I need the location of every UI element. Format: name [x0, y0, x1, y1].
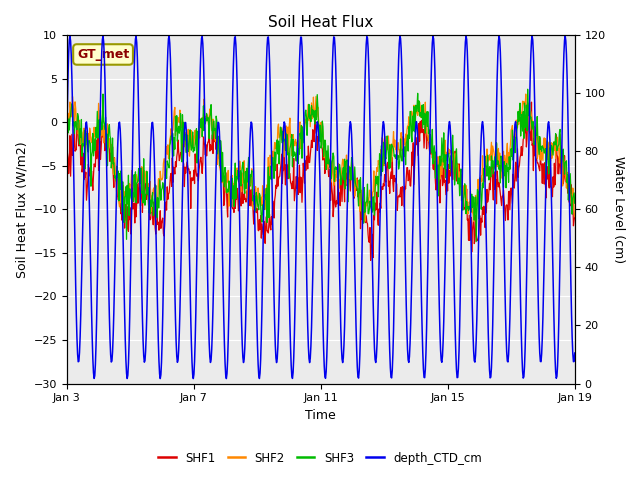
SHF3 — [571, 200, 579, 206]
depth_CTD_cm — [561, 33, 569, 39]
Y-axis label: Water Level (cm): Water Level (cm) — [612, 156, 625, 263]
SHF3 — [472, 239, 480, 244]
depth_CTD_cm — [189, 376, 197, 382]
SHF1 — [358, 202, 365, 208]
SHF2 — [501, 153, 509, 158]
SHF2 — [387, 142, 395, 147]
SHF3 — [524, 86, 531, 92]
Legend: SHF1, SHF2, SHF3, depth_CTD_cm: SHF1, SHF2, SHF3, depth_CTD_cm — [154, 447, 486, 469]
Y-axis label: Soil Heat Flux (W/m2): Soil Heat Flux (W/m2) — [15, 141, 28, 278]
SHF2 — [361, 218, 369, 224]
Text: GT_met: GT_met — [77, 48, 129, 61]
SHF2 — [372, 183, 380, 189]
depth_CTD_cm — [449, 207, 456, 213]
SHF1 — [387, 169, 395, 175]
SHF1 — [367, 258, 374, 264]
X-axis label: Time: Time — [305, 409, 336, 422]
SHF1 — [527, 99, 535, 105]
SHF3 — [358, 205, 365, 211]
Line: SHF3: SHF3 — [67, 89, 575, 241]
depth_CTD_cm — [372, 360, 380, 365]
SHF3 — [371, 188, 379, 194]
SHF2 — [358, 194, 365, 200]
SHF3 — [387, 165, 394, 171]
SHF3 — [448, 144, 456, 150]
SHF2 — [94, 124, 102, 130]
depth_CTD_cm — [358, 227, 366, 232]
depth_CTD_cm — [571, 350, 579, 356]
SHF2 — [63, 118, 70, 123]
SHF1 — [94, 133, 102, 139]
depth_CTD_cm — [501, 277, 509, 283]
Title: Soil Heat Flux: Soil Heat Flux — [268, 15, 373, 30]
SHF2 — [571, 214, 579, 219]
SHF3 — [63, 134, 70, 140]
SHF1 — [501, 209, 509, 215]
Line: SHF1: SHF1 — [67, 102, 575, 261]
SHF1 — [571, 214, 579, 220]
SHF3 — [501, 173, 509, 179]
SHF1 — [63, 175, 70, 181]
depth_CTD_cm — [387, 374, 395, 380]
SHF3 — [94, 135, 102, 141]
SHF2 — [522, 91, 529, 97]
Line: depth_CTD_cm: depth_CTD_cm — [67, 36, 575, 379]
Line: SHF2: SHF2 — [67, 94, 575, 221]
SHF1 — [372, 207, 380, 213]
SHF2 — [449, 157, 456, 163]
SHF1 — [449, 177, 456, 182]
depth_CTD_cm — [63, 133, 70, 139]
depth_CTD_cm — [94, 247, 102, 252]
